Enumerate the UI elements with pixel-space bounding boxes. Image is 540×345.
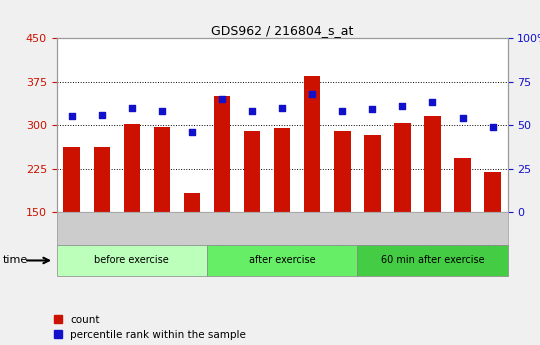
Title: GDS962 / 216804_s_at: GDS962 / 216804_s_at [211,24,353,37]
Bar [244,131,260,299]
Bar [214,96,230,299]
Point [368,107,376,112]
Point [68,114,76,119]
Bar [184,193,200,299]
Point [218,96,226,102]
Point [248,108,256,114]
Bar [424,116,441,299]
Bar [93,147,110,299]
Bar [454,158,471,299]
Bar [334,131,350,299]
Bar [364,135,381,299]
Point [278,105,286,110]
Point [428,100,437,105]
Bar [124,124,140,299]
Bar [304,76,320,299]
FancyBboxPatch shape [207,245,357,276]
Bar [154,127,170,299]
Point [398,103,407,109]
Bar [484,171,501,299]
Bar [394,123,410,299]
Text: before exercise: before exercise [94,256,169,265]
Point [97,112,106,117]
Point [188,129,197,135]
Point [127,105,136,110]
Point [158,108,166,114]
FancyBboxPatch shape [357,245,508,276]
Text: time: time [3,256,28,265]
Point [458,115,467,121]
Bar [64,147,80,299]
Text: 60 min after exercise: 60 min after exercise [381,256,484,265]
Point [338,108,347,114]
Legend: count, percentile rank within the sample: count, percentile rank within the sample [54,315,246,340]
FancyBboxPatch shape [57,245,207,276]
Text: after exercise: after exercise [249,256,315,265]
Point [488,124,497,130]
Point [308,91,316,97]
Bar [274,128,291,299]
